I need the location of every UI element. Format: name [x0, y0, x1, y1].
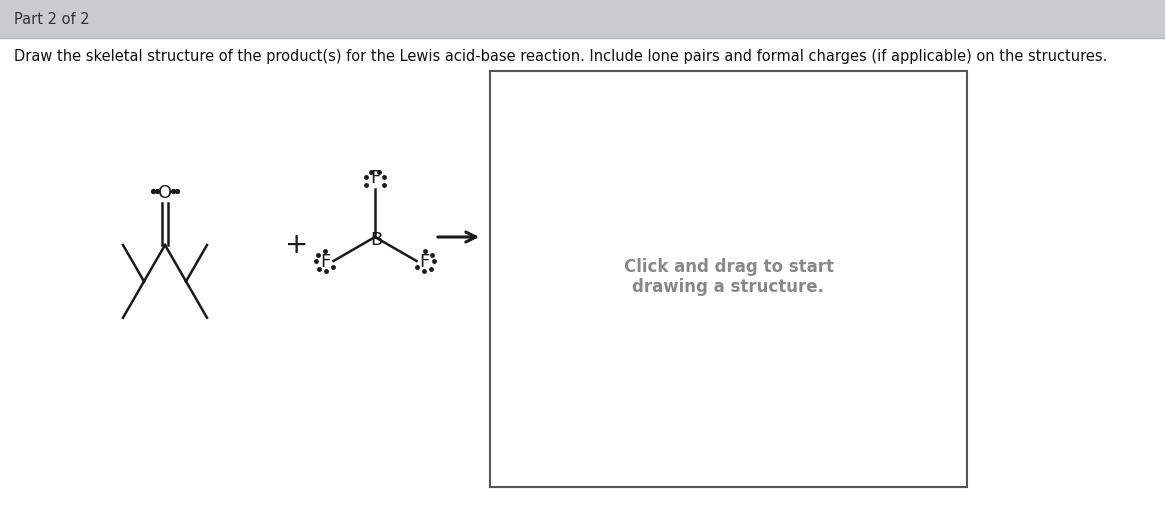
Text: Part 2 of 2: Part 2 of 2: [14, 11, 90, 26]
Text: drawing a structure.: drawing a structure.: [633, 278, 825, 296]
Bar: [0, 0, 1165, 38]
Text: O: O: [158, 184, 172, 202]
Text: F: F: [320, 253, 331, 271]
Bar: [490, 71, 967, 487]
Text: F: F: [419, 253, 430, 271]
Text: F: F: [369, 169, 380, 187]
Text: B: B: [369, 231, 382, 249]
Bar: [0, 66, 1165, 515]
Text: Click and drag to start: Click and drag to start: [623, 258, 833, 276]
Text: Draw the skeletal structure of the product(s) for the Lewis acid-base reaction. : Draw the skeletal structure of the produ…: [14, 48, 1108, 63]
Text: +: +: [285, 231, 309, 259]
